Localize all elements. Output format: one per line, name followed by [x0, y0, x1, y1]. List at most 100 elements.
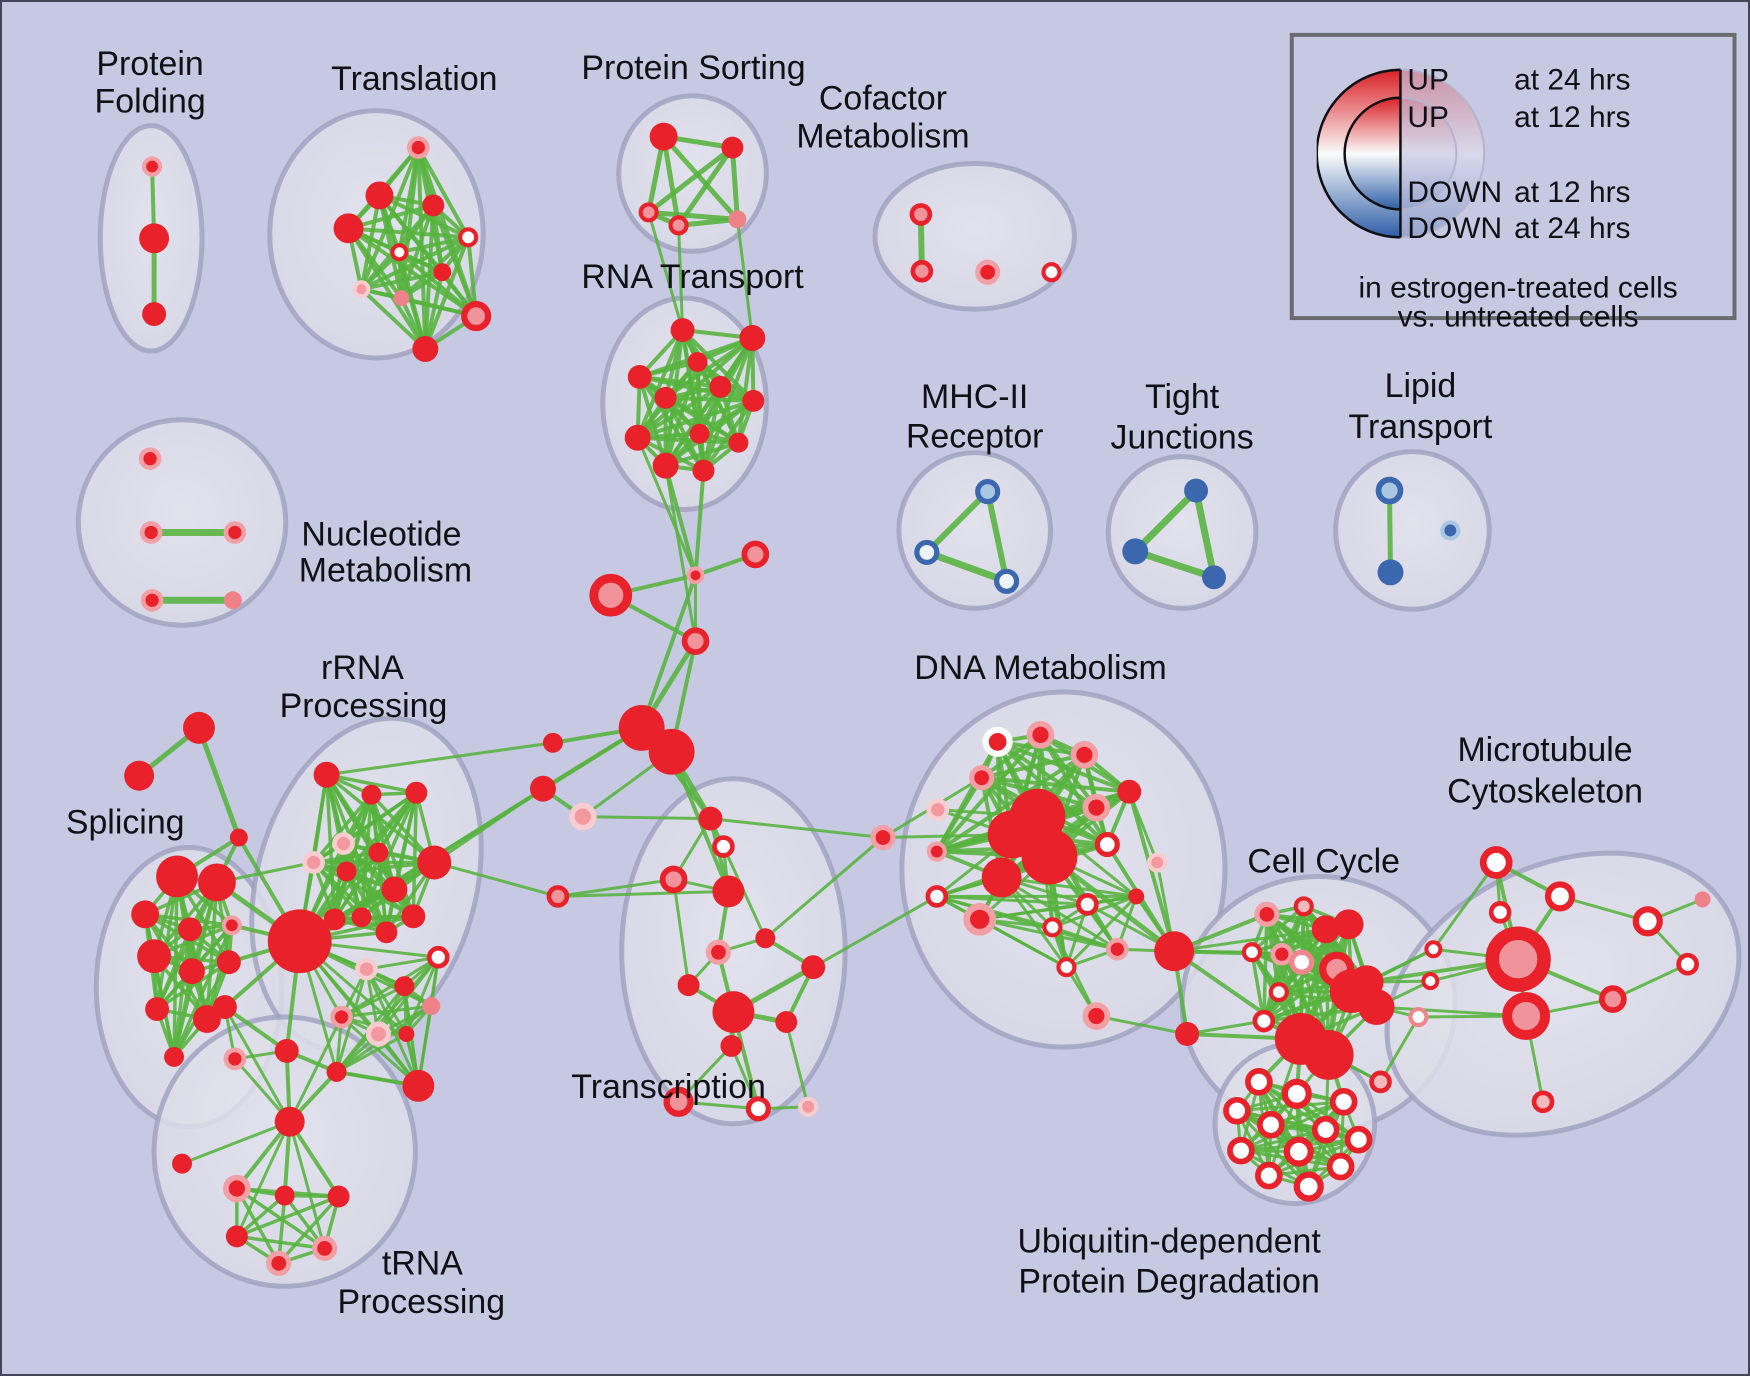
- node: [755, 928, 776, 949]
- node: [1147, 852, 1168, 873]
- node: [156, 855, 198, 898]
- node: [183, 711, 215, 744]
- edge: [1064, 894, 1138, 969]
- node: [274, 1185, 295, 1206]
- cluster-label-rrna: Processing: [280, 687, 448, 725]
- node: [975, 259, 1001, 285]
- node: [981, 857, 1022, 898]
- node: [223, 521, 247, 544]
- node: [327, 1185, 350, 1208]
- edge: [364, 955, 440, 971]
- node: [1408, 1006, 1429, 1028]
- node: [274, 1038, 299, 1063]
- cluster-label-rrna: rRNA: [321, 649, 404, 687]
- legend-time: at 24 hrs: [1514, 212, 1630, 245]
- node: [686, 566, 705, 585]
- node: [1021, 828, 1078, 885]
- node: [1632, 906, 1663, 937]
- edge: [556, 877, 676, 898]
- edge: [729, 145, 740, 222]
- node: [1375, 476, 1404, 505]
- cluster-label-transcription: Transcription: [571, 1068, 766, 1106]
- node: [1056, 957, 1077, 978]
- node: [624, 424, 651, 451]
- edge: [1127, 789, 1177, 954]
- edge: [923, 488, 991, 556]
- nodes-layer: [124, 122, 1711, 1276]
- node: [401, 904, 426, 929]
- node: [677, 974, 700, 997]
- node: [1344, 1125, 1373, 1154]
- node: [798, 1096, 819, 1117]
- edge: [556, 889, 730, 898]
- legend-term: DOWN: [1407, 212, 1502, 245]
- edge: [693, 468, 706, 578]
- legend-inner-ring: [1400, 96, 1458, 211]
- node: [627, 364, 652, 389]
- node: [124, 760, 155, 791]
- legend-inner-ring: [1343, 96, 1401, 211]
- node: [1122, 538, 1149, 565]
- node: [1255, 1161, 1283, 1190]
- node: [1223, 1096, 1251, 1125]
- cluster-label-nucleotide: Metabolism: [299, 551, 472, 589]
- legend-time: at 12 hrs: [1514, 176, 1630, 209]
- node: [1326, 1152, 1355, 1181]
- node: [179, 958, 205, 985]
- edge: [431, 203, 479, 319]
- edge: [811, 894, 939, 969]
- edge: [235, 1186, 281, 1266]
- edge: [235, 1234, 327, 1251]
- node: [1105, 937, 1129, 961]
- node: [458, 227, 479, 248]
- edge: [663, 463, 698, 578]
- node: [365, 181, 394, 210]
- node: [225, 1225, 248, 1248]
- node: [1424, 940, 1443, 959]
- edge: [984, 488, 1010, 585]
- edge: [635, 398, 756, 440]
- node: [745, 1096, 771, 1122]
- edge: [1094, 1014, 1189, 1036]
- node: [741, 540, 770, 569]
- node: [687, 351, 708, 372]
- node: [709, 375, 732, 398]
- node: [1421, 972, 1440, 991]
- edge: [423, 270, 445, 351]
- edge: [923, 548, 1011, 585]
- node: [1117, 779, 1142, 804]
- node: [1281, 1078, 1312, 1109]
- node: [1082, 793, 1111, 822]
- edge: [639, 573, 698, 730]
- edge: [784, 1020, 810, 1109]
- node: [426, 945, 450, 969]
- node: [870, 825, 896, 851]
- node: [530, 775, 556, 802]
- cluster-label-trna: tRNA: [382, 1244, 463, 1282]
- node: [689, 423, 710, 444]
- edge: [677, 223, 685, 332]
- node: [926, 798, 950, 821]
- edge: [701, 398, 756, 473]
- edge: [736, 336, 755, 445]
- cluster-label-ubiquitin: Ubiquitin-dependent: [1017, 1222, 1321, 1260]
- edge: [1172, 927, 1328, 953]
- edge: [432, 860, 560, 898]
- edge: [297, 725, 644, 944]
- edge: [346, 226, 479, 319]
- edge: [223, 1005, 292, 1124]
- node: [326, 1061, 347, 1082]
- edge: [663, 395, 741, 445]
- node: [1257, 1110, 1285, 1139]
- node: [1154, 931, 1195, 972]
- node: [139, 521, 163, 544]
- node: [910, 259, 934, 283]
- node: [982, 726, 1013, 757]
- edge: [155, 960, 231, 1011]
- legend-gradient-half: [1316, 68, 1401, 239]
- edge: [1431, 860, 1498, 951]
- node: [223, 1047, 247, 1071]
- node: [1358, 989, 1395, 1026]
- edge: [335, 1032, 408, 1074]
